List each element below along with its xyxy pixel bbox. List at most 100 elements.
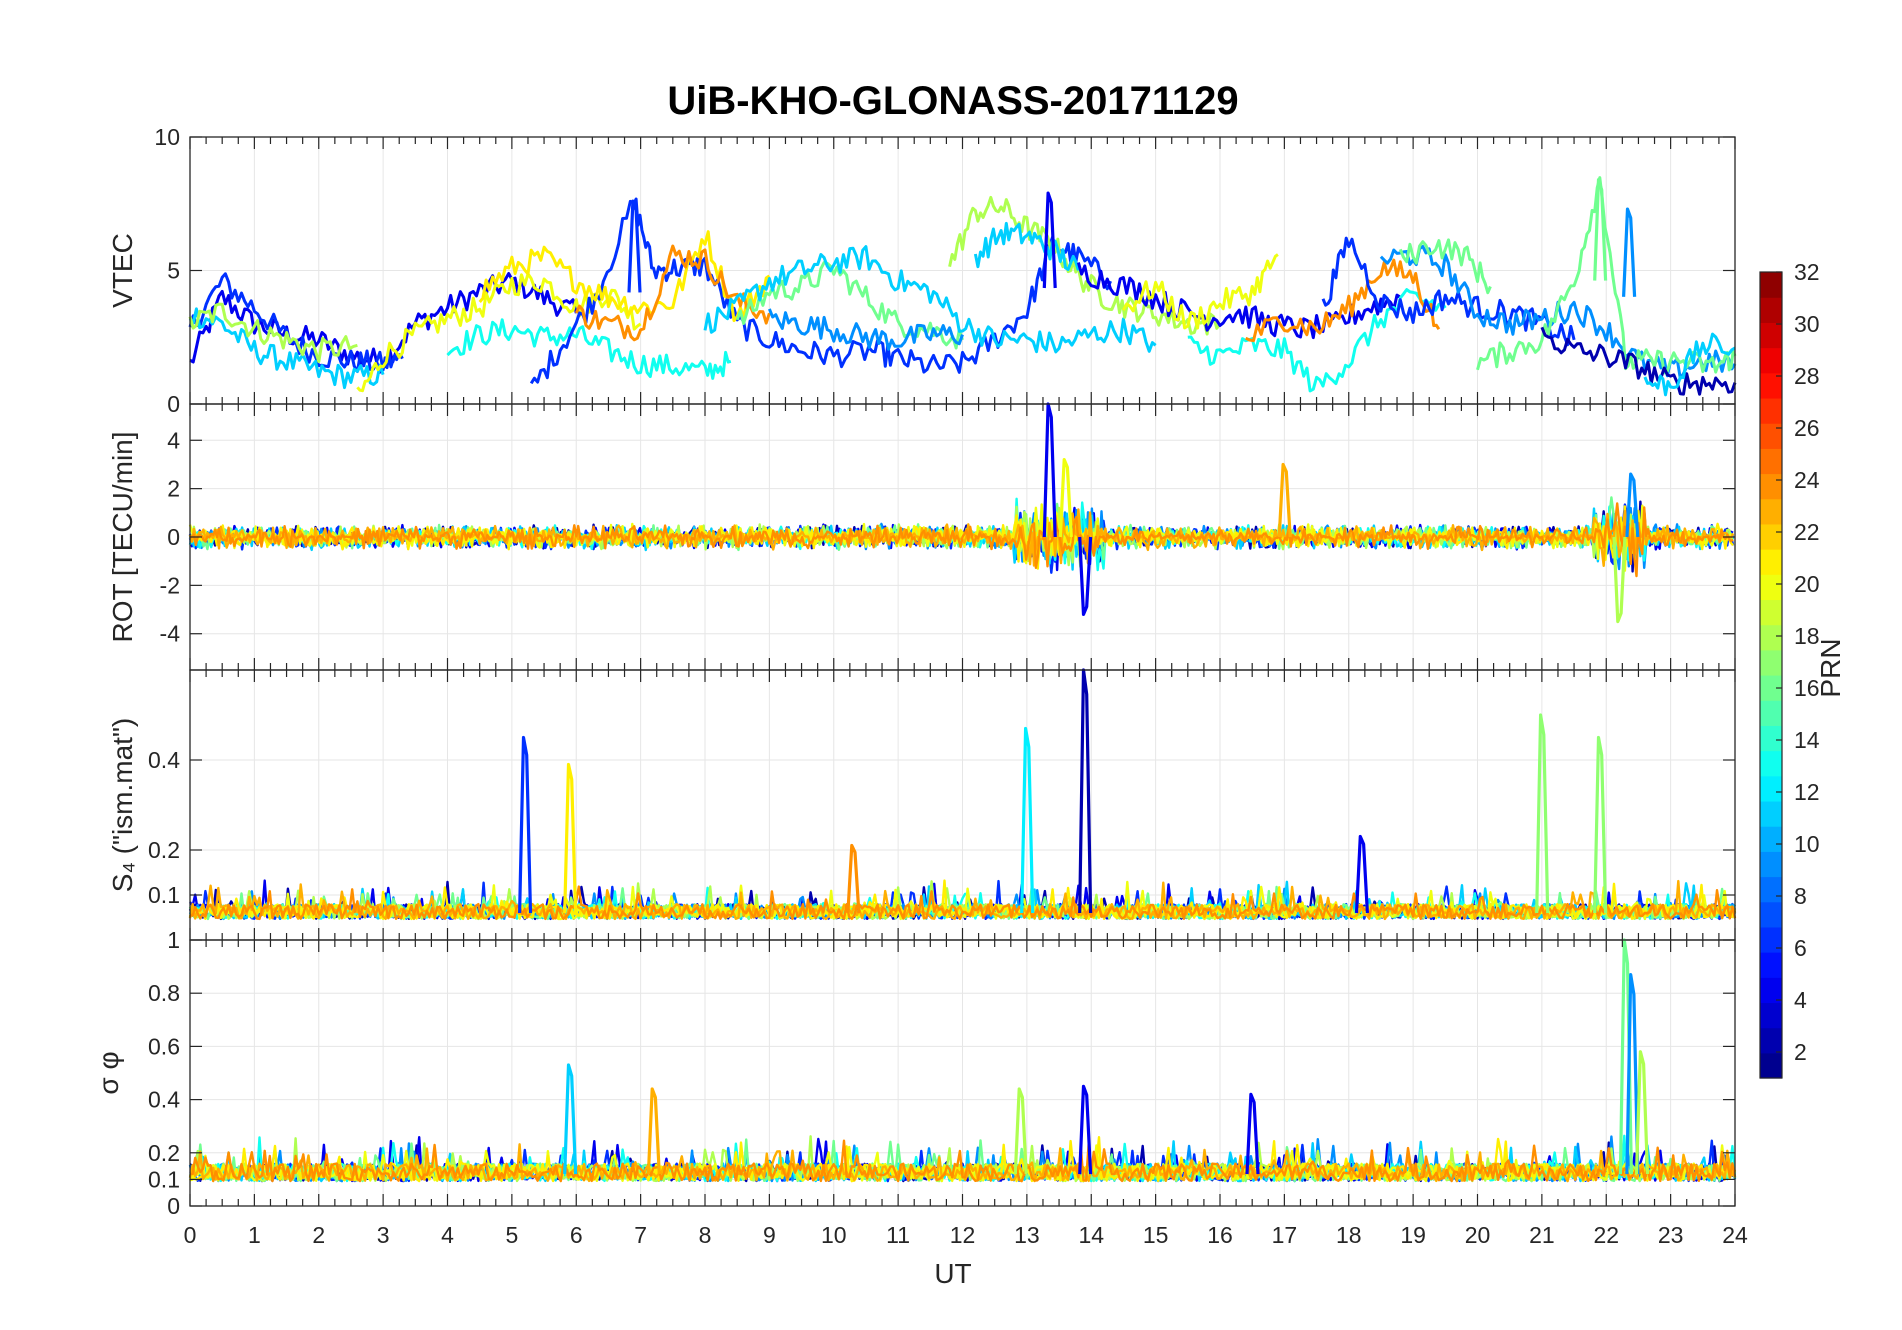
x-tick-label: 10 bbox=[821, 1222, 847, 1248]
x-tick-label: 5 bbox=[505, 1222, 518, 1248]
spike-line bbox=[1020, 726, 1035, 914]
x-axis-label: UT bbox=[934, 1258, 971, 1289]
x-tick-label: 12 bbox=[950, 1222, 976, 1248]
colorbar-swatch bbox=[1760, 549, 1782, 575]
y-tick-label: 5 bbox=[167, 258, 180, 284]
colorbar-swatch bbox=[1760, 1027, 1782, 1054]
y-tick-label: 0 bbox=[167, 391, 180, 417]
colorbar-swatch bbox=[1760, 876, 1782, 903]
colorbar-tick-label: 30 bbox=[1794, 311, 1820, 337]
colorbar-swatch bbox=[1760, 347, 1782, 374]
series-line bbox=[1398, 238, 1492, 295]
spike-line bbox=[518, 735, 533, 914]
x-tick-label: 8 bbox=[699, 1222, 712, 1248]
colorbar-tick-label: 10 bbox=[1794, 831, 1820, 857]
series-line bbox=[188, 307, 385, 390]
spike-line bbox=[1593, 178, 1608, 281]
spike-line bbox=[563, 1063, 578, 1175]
colorbar-tick-label: 20 bbox=[1794, 571, 1820, 597]
colorbar-frame bbox=[1759, 271, 1783, 1079]
colorbar-tick-label: 22 bbox=[1794, 519, 1820, 545]
colorbar-swatch bbox=[1760, 372, 1782, 399]
spike-line bbox=[1078, 536, 1093, 616]
series-line bbox=[1643, 332, 1736, 397]
colorbar-swatch bbox=[1760, 272, 1782, 298]
spike-line bbox=[1277, 462, 1292, 538]
colorbar-swatch bbox=[1760, 952, 1782, 978]
series-line bbox=[1187, 288, 1447, 393]
spike-line bbox=[1535, 713, 1550, 914]
x-tick-label: 22 bbox=[1593, 1222, 1619, 1248]
series-line bbox=[189, 1135, 1736, 1183]
x-tick-label: 15 bbox=[1143, 1222, 1169, 1248]
colorbar-swatch bbox=[1760, 826, 1782, 852]
colorbar-swatch bbox=[1760, 423, 1782, 449]
y-axis-label: VTEC bbox=[107, 233, 138, 308]
series-line bbox=[703, 245, 1157, 354]
y-axis-label: σ φ bbox=[93, 1051, 124, 1094]
y-tick-label: 0.2 bbox=[148, 837, 180, 863]
spike-line bbox=[627, 199, 642, 293]
spike-line bbox=[1245, 1092, 1260, 1175]
colorbar-swatch bbox=[1760, 448, 1782, 475]
y-axis-label: ROT [TECU/min] bbox=[107, 431, 138, 642]
spike-line bbox=[1078, 668, 1093, 914]
y-tick-label: 0.6 bbox=[148, 1033, 180, 1059]
spike-line bbox=[563, 762, 578, 914]
series-line bbox=[1122, 253, 1279, 330]
colorbar-tick-label: 24 bbox=[1794, 467, 1820, 493]
y-tick-label: 0 bbox=[167, 524, 180, 550]
series-line bbox=[735, 261, 964, 350]
x-tick-label: 18 bbox=[1336, 1222, 1362, 1248]
colorbar-swatch bbox=[1760, 675, 1782, 701]
y-tick-label: -2 bbox=[160, 572, 180, 598]
spike-line bbox=[1622, 207, 1637, 297]
colorbar-swatch bbox=[1760, 649, 1782, 676]
series-line bbox=[446, 318, 732, 380]
spike-line bbox=[1625, 472, 1640, 538]
panel-data bbox=[188, 938, 1737, 1183]
x-tick-label: 7 bbox=[634, 1222, 647, 1248]
series-line bbox=[574, 244, 771, 342]
colorbar-tick-label: 28 bbox=[1794, 363, 1820, 389]
y-tick-label: 0 bbox=[167, 1193, 180, 1219]
y-tick-label: 0.1 bbox=[148, 882, 180, 908]
colorbar-swatch bbox=[1760, 624, 1782, 651]
panel-data bbox=[188, 668, 1737, 921]
vtec-panel: 0 5 10 VTEC bbox=[107, 124, 1737, 417]
y-tick-label: -4 bbox=[160, 621, 181, 647]
x-tick-label: 0 bbox=[184, 1222, 197, 1248]
x-tick-label: 3 bbox=[377, 1222, 390, 1248]
panel-data bbox=[188, 176, 1737, 397]
colorbar-tick-label: 32 bbox=[1794, 259, 1820, 285]
series-line bbox=[189, 502, 1734, 578]
series-line bbox=[188, 272, 404, 373]
colorbar-swatch bbox=[1760, 574, 1782, 601]
spike-line bbox=[1058, 458, 1073, 538]
colorbar-swatch bbox=[1760, 926, 1782, 953]
colorbar-label: PRN bbox=[1815, 638, 1846, 697]
spike-line bbox=[1013, 1087, 1028, 1175]
spike-line bbox=[1634, 1050, 1650, 1175]
sigma-phi-panel: 00.10.2 0.4 0.6 0.8 1 σ φ bbox=[93, 927, 1737, 1219]
colorbar-swatch bbox=[1760, 750, 1782, 777]
y-tick-label: 0.4 bbox=[148, 747, 180, 773]
colorbar-swatch bbox=[1760, 297, 1782, 323]
colorbar-tick-label: 8 bbox=[1794, 883, 1807, 909]
series-line bbox=[1540, 326, 1737, 396]
x-tick-label: 23 bbox=[1658, 1222, 1684, 1248]
colorbar-swatch bbox=[1760, 523, 1782, 550]
x-tick-label: 2 bbox=[312, 1222, 325, 1248]
x-tick-label: 9 bbox=[763, 1222, 776, 1248]
colorbar-swatch bbox=[1760, 901, 1782, 928]
spike-line bbox=[1593, 735, 1608, 914]
x-tick-label: 1 bbox=[248, 1222, 261, 1248]
series-line bbox=[1076, 262, 1402, 340]
colorbar-tick-label: 12 bbox=[1794, 779, 1820, 805]
rot-panel: -4 -2 0 2 4 ROT [TECU/min] bbox=[107, 402, 1736, 671]
x-tick-labels: 0 1 2 3 4 5 6 7 8 9 10 11 12 13 14 15 16 17 18 19 20 21 22 23 24 bbox=[184, 1222, 1748, 1248]
colorbar-tick-label: 14 bbox=[1794, 727, 1820, 753]
colorbar-swatch bbox=[1760, 800, 1782, 827]
colorbar-swatch bbox=[1760, 473, 1782, 500]
x-tick-label: 19 bbox=[1400, 1222, 1426, 1248]
